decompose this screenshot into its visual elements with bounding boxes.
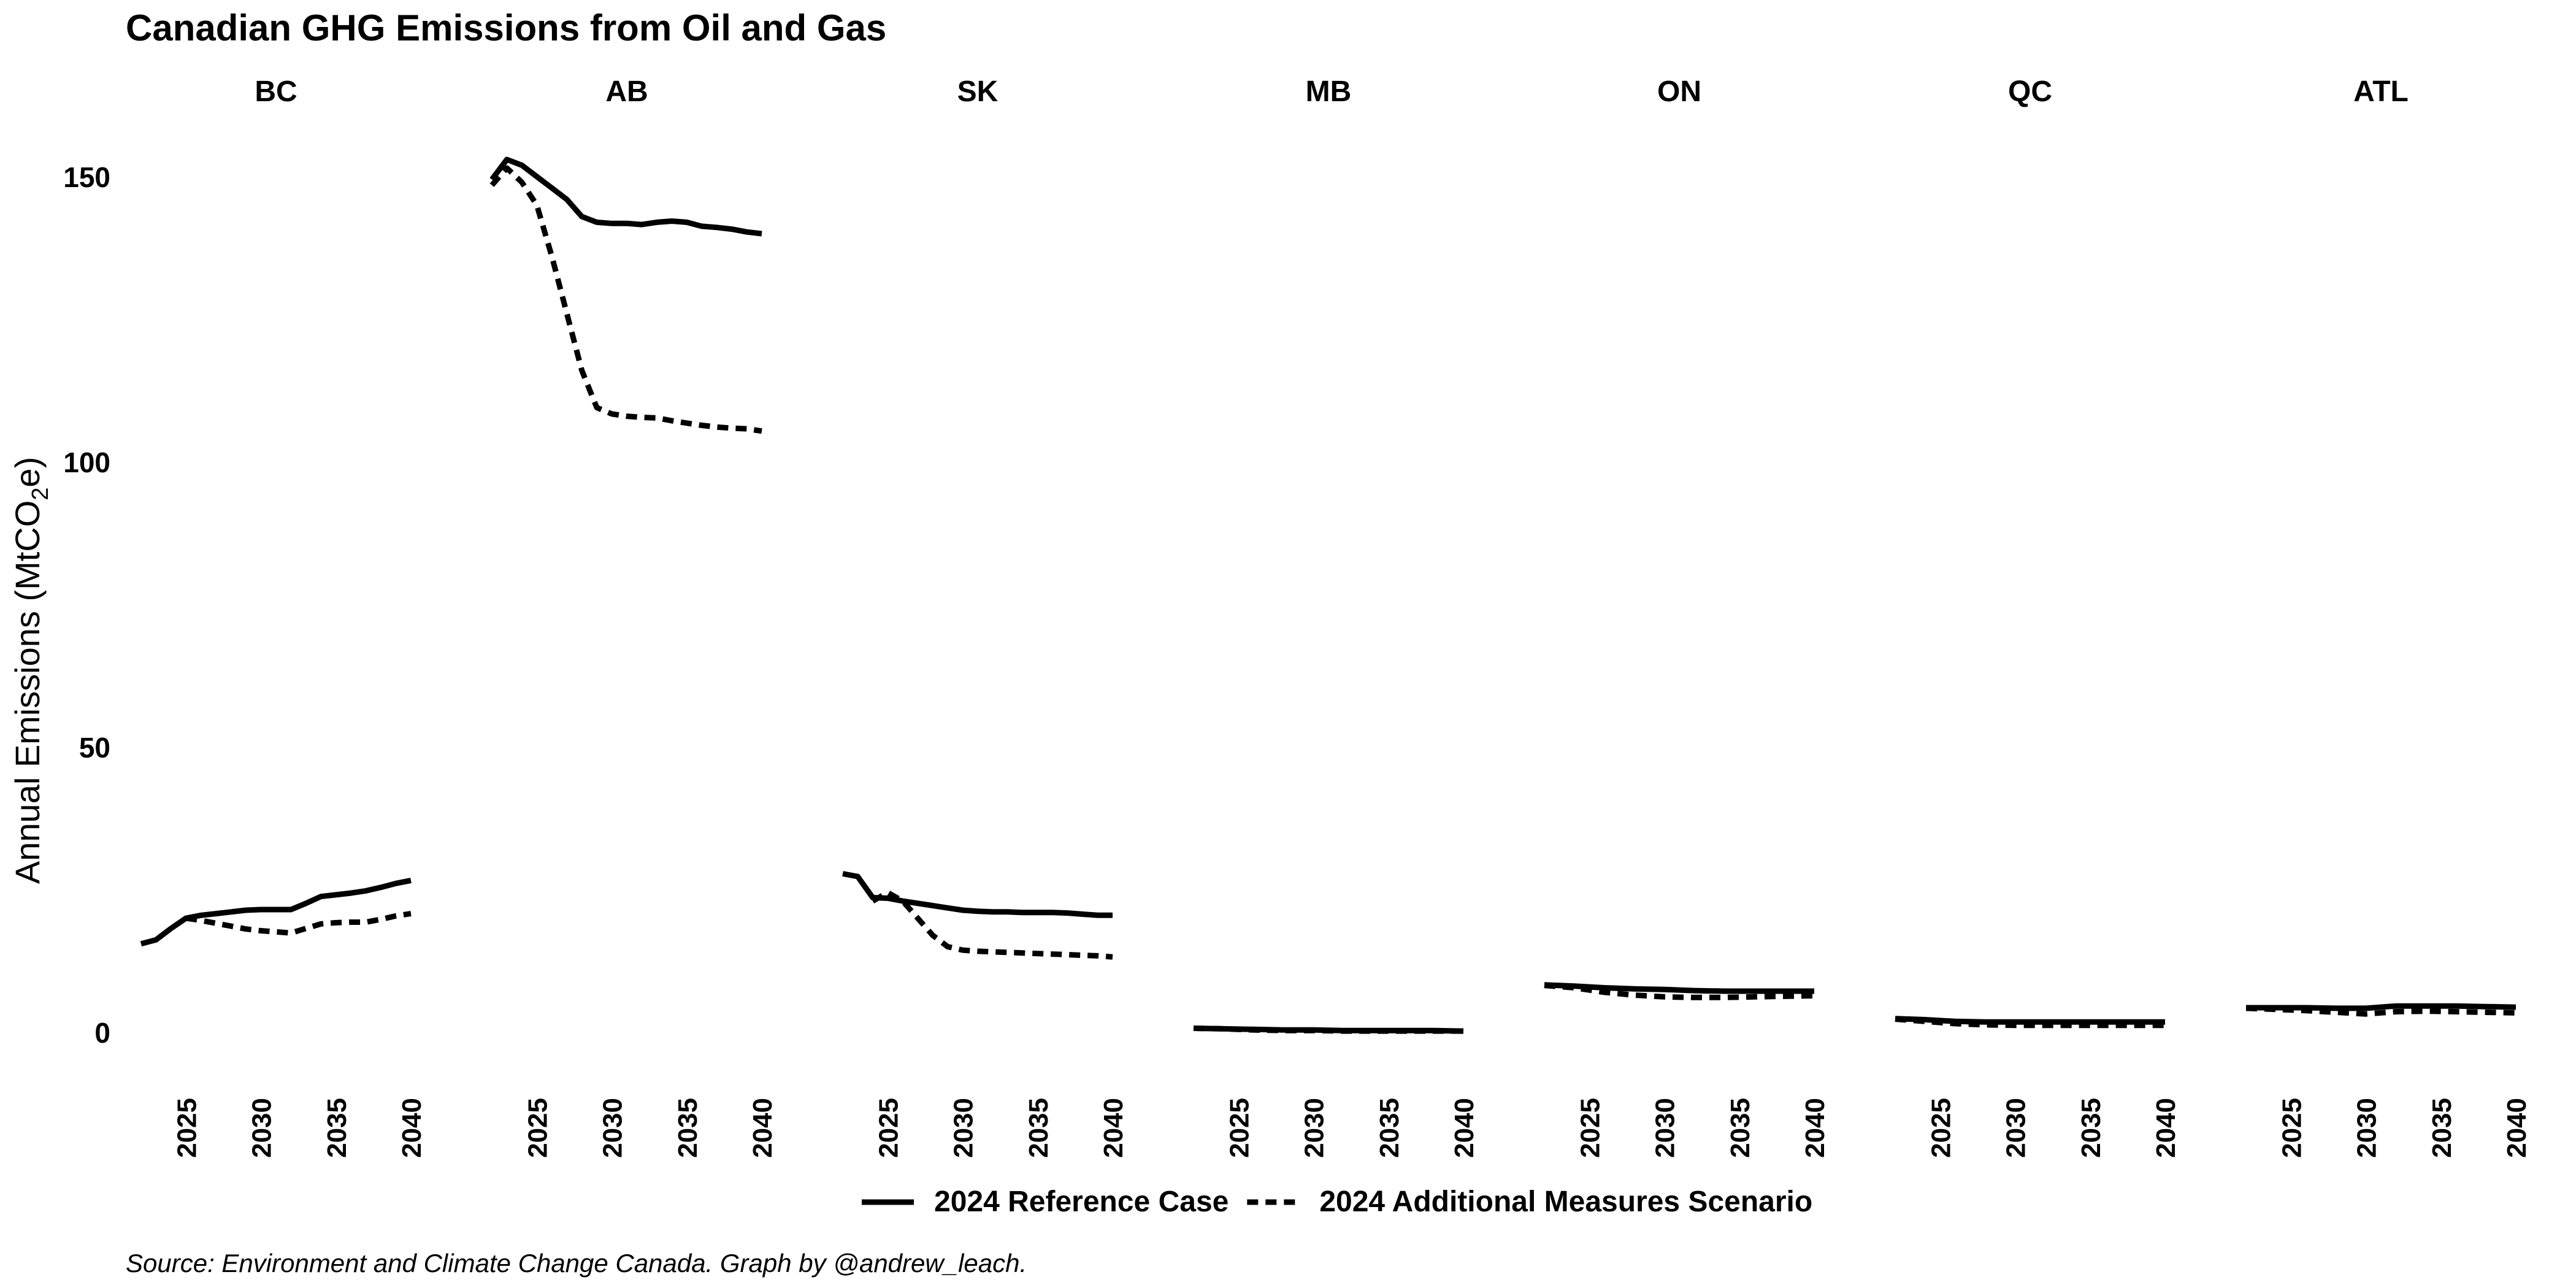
additional-measures-line [1544, 983, 1815, 1000]
x-tick-label: 2040 [2502, 1098, 2532, 1158]
panel-atl: ATL 2025 2030 2035 2040 [2245, 75, 2532, 1158]
y-axis-label: Annual Emissions (MtCO2e) [8, 457, 53, 884]
additional-measures-line [1193, 1025, 1463, 1034]
panel-mb: MB 2025 2030 2035 2040 [1193, 75, 1479, 1158]
y-axis-label-subscript: 2 [28, 488, 53, 500]
x-tick-label: 2025 [1926, 1098, 1956, 1158]
x-tick-label: 2035 [2076, 1098, 2106, 1158]
legend-item: 2024 Additional Measures Scenario [1247, 1186, 1812, 1218]
x-tick-label: 2030 [1300, 1098, 1330, 1158]
panel-bc: BC 2025 2030 2035 2040 [140, 75, 427, 1158]
x-tick-label: 2035 [1024, 1098, 1054, 1158]
additional-measures-line [489, 165, 762, 434]
reference-case-line [140, 878, 412, 947]
panel-strip-label: QC [2008, 75, 2052, 108]
y-tick-label: 100 [63, 447, 110, 478]
x-tick-label: 2035 [1374, 1098, 1405, 1158]
x-tick-label: 2030 [2001, 1098, 2031, 1158]
x-tick-label: 2040 [397, 1098, 427, 1158]
panel-strip-label: BC [255, 75, 297, 108]
panel-strip-label: ON [1657, 75, 1701, 108]
x-tick-label: 2025 [2277, 1098, 2307, 1158]
x-tick-label: 2035 [673, 1098, 703, 1158]
x-tick-label: 2040 [1449, 1098, 1479, 1158]
legend-item: 2024 Reference Case [862, 1186, 1229, 1218]
x-tick-label: 2035 [2427, 1098, 2457, 1158]
x-tick-label: 2035 [1725, 1098, 1755, 1158]
reference-case-line [1544, 982, 1814, 994]
additional-measures-line [1895, 1016, 2165, 1029]
x-tick-label: 2030 [247, 1098, 277, 1158]
y-axis-label-main: Annual Emissions (MtCO [8, 500, 47, 884]
panel-ab: AB 2025 2030 2035 2040 [489, 75, 778, 1158]
additional-measures-line [185, 911, 412, 936]
x-tick-label: 2030 [949, 1098, 979, 1158]
x-tick-label: 2025 [172, 1098, 202, 1158]
y-tick-label: 50 [79, 732, 110, 764]
y-tick-label: 0 [94, 1017, 110, 1049]
x-tick-label: 2025 [1575, 1098, 1605, 1158]
panel-qc: QC 2025 2030 2035 2040 [1895, 75, 2181, 1158]
chart-title: Canadian GHG Emissions from Oil and Gas [126, 7, 886, 48]
y-axis: 0 50 100 150 [63, 161, 110, 1049]
x-tick-label: 2040 [2151, 1098, 2181, 1158]
x-tick-label: 2030 [2352, 1098, 2382, 1158]
x-tick-label: 2040 [1800, 1098, 1830, 1158]
additional-measures-line [2245, 1005, 2517, 1017]
panel-on: ON 2025 2030 2035 2040 [1544, 75, 1830, 1158]
panel-sk: SK 2025 2030 2035 2040 [842, 75, 1129, 1158]
panel-strip-label: MB [1306, 75, 1352, 108]
x-tick-label: 2040 [1098, 1098, 1129, 1158]
additional-measures-line [871, 889, 1113, 960]
x-tick-label: 2025 [873, 1098, 903, 1158]
x-tick-label: 2025 [1224, 1098, 1254, 1158]
legend: 2024 Reference Case 2024 Additional Measu… [862, 1186, 1812, 1218]
reference-case-line [842, 871, 1113, 918]
caption: Source: Environment and Climate Change C… [126, 1249, 1027, 1278]
x-tick-label: 2025 [523, 1098, 553, 1158]
x-tick-label: 2030 [598, 1098, 628, 1158]
panel-strip-label: AB [605, 75, 648, 108]
legend-label: 2024 Reference Case [934, 1186, 1229, 1218]
legend-label: 2024 Additional Measures Scenario [1319, 1186, 1812, 1218]
x-tick-label: 2035 [322, 1098, 352, 1158]
reference-case-line [489, 156, 762, 237]
x-tick-label: 2040 [748, 1098, 778, 1158]
y-tick-label: 150 [63, 161, 110, 193]
x-tick-label: 2030 [1650, 1098, 1681, 1158]
facet-panels: BC 2025 2030 2035 2040 AB 2025 2030 2035 2040 SK 20… [140, 75, 2532, 1158]
panel-strip-label: SK [957, 75, 999, 108]
panel-strip-label: ATL [2353, 75, 2409, 108]
y-axis-label-end: e) [8, 457, 47, 488]
